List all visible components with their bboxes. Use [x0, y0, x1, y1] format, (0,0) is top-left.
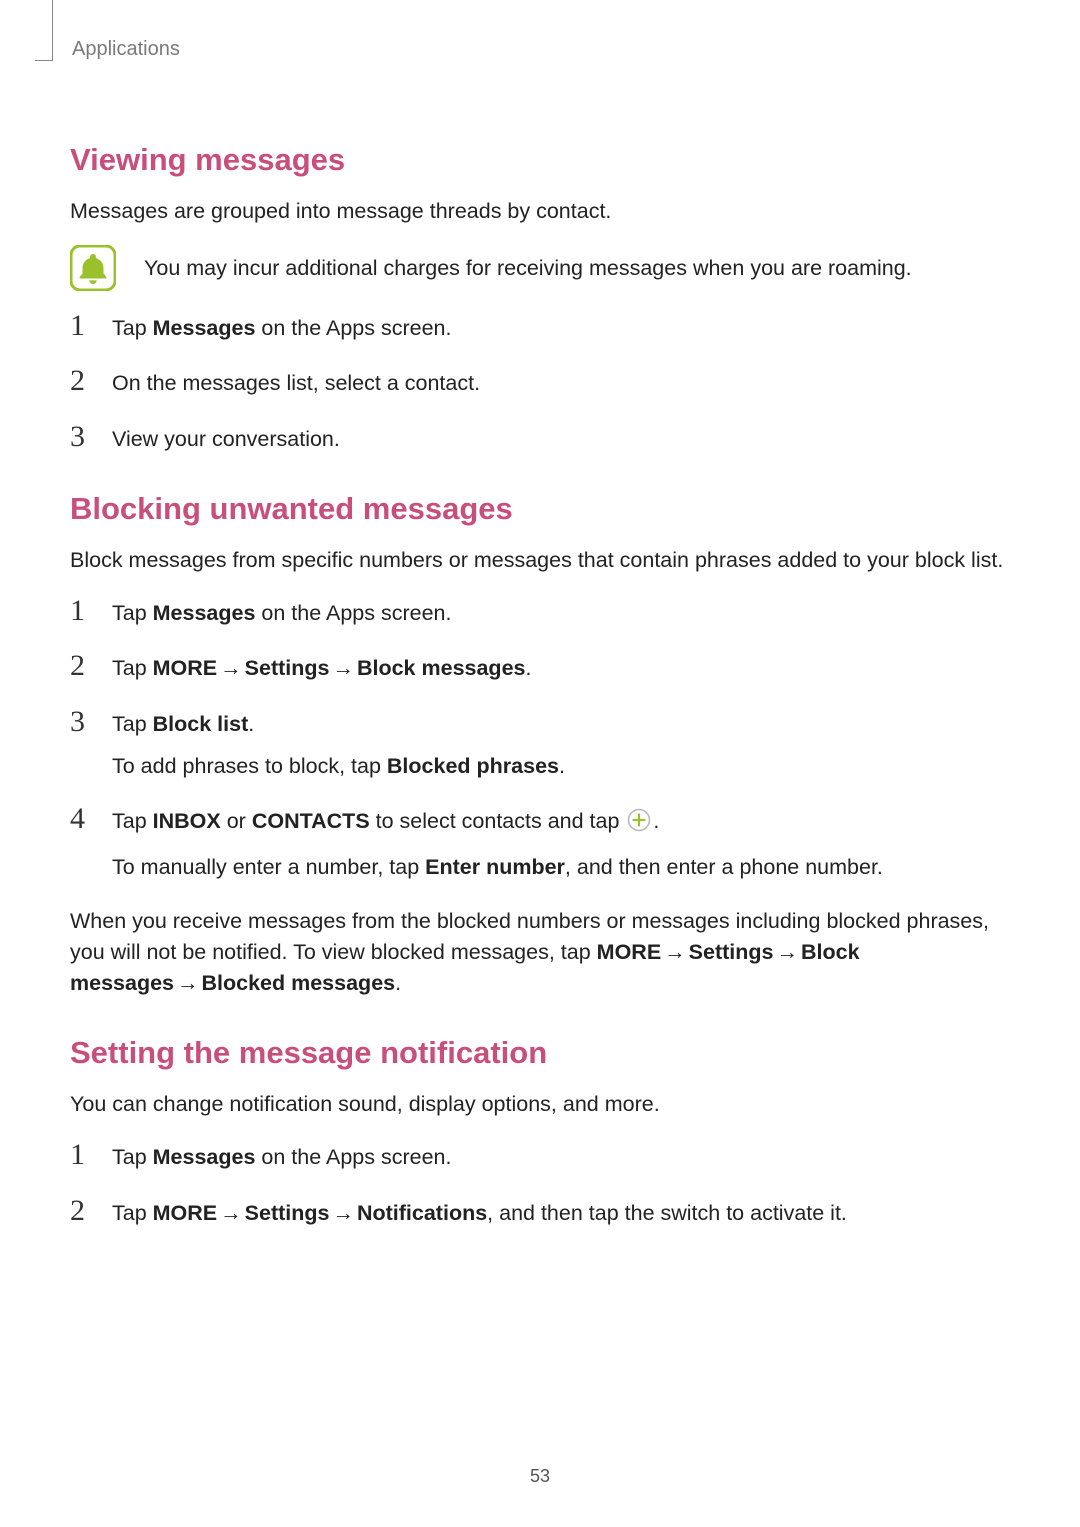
list-item: 2 On the messages list, select a contact…	[70, 366, 1010, 399]
step-number: 4	[70, 804, 94, 834]
step-number: 1	[70, 311, 94, 341]
list-item: 2 Tap MORE→Settings→Notifications, and t…	[70, 1196, 1010, 1229]
note-row: You may incur additional charges for rec…	[70, 245, 1010, 291]
list-item: 4 Tap INBOX or CONTACTS to select contac…	[70, 804, 1010, 884]
paragraph-blocking-intro: Block messages from specific numbers or …	[70, 545, 1010, 576]
paragraph-blocking-after: When you receive messages from the block…	[70, 906, 1010, 1000]
breadcrumb: Applications	[72, 38, 180, 61]
heading-viewing-messages: Viewing messages	[70, 142, 1010, 178]
heading-message-notification: Setting the message notification	[70, 1035, 1010, 1071]
steps-notification: 1 Tap Messages on the Apps screen. 2 Tap…	[70, 1140, 1010, 1229]
step-text: Tap Messages on the Apps screen.	[112, 597, 451, 629]
paragraph-notification-intro: You can change notification sound, displ…	[70, 1089, 1010, 1120]
step-text: Tap INBOX or CONTACTS to select contacts…	[112, 805, 883, 884]
note-text: You may incur additional charges for rec…	[144, 253, 912, 284]
bell-icon	[70, 245, 116, 291]
paragraph-viewing-intro: Messages are grouped into message thread…	[70, 196, 1010, 227]
steps-viewing: 1 Tap Messages on the Apps screen. 2 On …	[70, 311, 1010, 455]
step-subtext: To add phrases to block, tap Blocked phr…	[112, 750, 565, 782]
list-item: 2 Tap MORE→Settings→Block messages.	[70, 651, 1010, 684]
heading-blocking-unwanted: Blocking unwanted messages	[70, 491, 1010, 527]
step-number: 1	[70, 596, 94, 626]
list-item: 3 Tap Block list. To add phrases to bloc…	[70, 707, 1010, 783]
list-item: 1 Tap Messages on the Apps screen.	[70, 311, 1010, 344]
step-number: 2	[70, 651, 94, 681]
step-text: Tap Messages on the Apps screen.	[112, 312, 451, 344]
list-item: 3 View your conversation.	[70, 422, 1010, 455]
page-number: 53	[0, 1466, 1080, 1487]
step-text: Tap MORE→Settings→Block messages.	[112, 652, 531, 684]
list-item: 1 Tap Messages on the Apps screen.	[70, 1140, 1010, 1173]
step-text: Tap Messages on the Apps screen.	[112, 1141, 451, 1173]
step-subtext: To manually enter a number, tap Enter nu…	[112, 851, 883, 883]
header-rule-horizontal	[35, 60, 53, 61]
step-number: 2	[70, 1196, 94, 1226]
list-item: 1 Tap Messages on the Apps screen.	[70, 596, 1010, 629]
step-text: Tap MORE→Settings→Notifications, and the…	[112, 1197, 847, 1229]
step-text: On the messages list, select a contact.	[112, 367, 480, 399]
step-number: 1	[70, 1140, 94, 1170]
plus-circle-icon	[627, 808, 651, 841]
page: Applications Viewing messages Messages a…	[0, 0, 1080, 1527]
content-area: Viewing messages Messages are grouped in…	[70, 30, 1010, 1229]
step-number: 3	[70, 707, 94, 737]
header-rule-vertical	[47, 0, 53, 60]
step-text: Tap Block list. To add phrases to block,…	[112, 708, 565, 783]
step-number: 3	[70, 422, 94, 452]
steps-blocking: 1 Tap Messages on the Apps screen. 2 Tap…	[70, 596, 1010, 884]
step-text: View your conversation.	[112, 423, 340, 455]
step-number: 2	[70, 366, 94, 396]
